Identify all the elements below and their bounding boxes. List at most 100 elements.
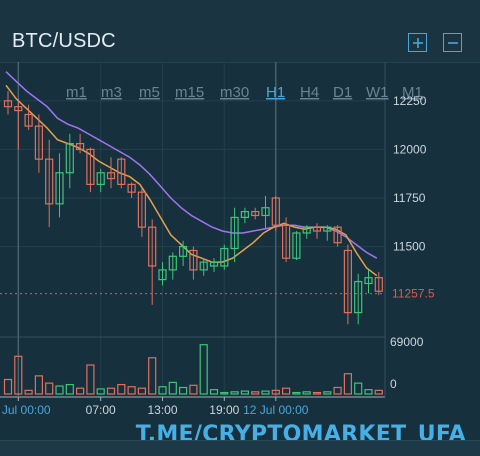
candle-body (209, 261, 219, 267)
candle-body (302, 226, 311, 234)
candle (106, 157, 116, 189)
candle (65, 133, 74, 189)
timeframe-m1[interactable]: m1 (66, 84, 87, 101)
candle (158, 262, 167, 286)
candle-body (55, 172, 64, 205)
ma-fast-line (5, 84, 378, 277)
candle (137, 188, 146, 237)
candle-body (343, 249, 352, 314)
candle-body (34, 125, 44, 160)
volume-tick-label: 0 (390, 377, 397, 391)
volume-bar (230, 391, 239, 395)
volume-bar (148, 357, 157, 395)
volume-bar (96, 388, 105, 395)
volume-bar (354, 382, 363, 395)
candle-body (364, 277, 373, 285)
candle (312, 223, 322, 239)
price-tick-label: 12250 (393, 94, 427, 108)
volume-bar (199, 344, 208, 395)
timeframe-m5[interactable]: m5 (139, 84, 160, 101)
candle-body (137, 191, 146, 228)
volume-bar (220, 391, 229, 395)
time-axis: 11 Jul 00:00 07:00 13:00 19:00 12 Jul 00:00 (0, 397, 309, 417)
volume-bar (14, 355, 23, 395)
timeframe-M1[interactable]: M1 (402, 84, 423, 101)
volume-bar (302, 391, 311, 395)
candle-body (168, 255, 177, 271)
candle-body (117, 158, 126, 186)
volume-bar (333, 386, 342, 395)
minus-square-icon (447, 41, 458, 44)
price-tick-label: 12000 (393, 142, 427, 156)
candle (45, 139, 54, 228)
candle-body (45, 158, 54, 205)
candle-body (106, 172, 116, 180)
candle (261, 196, 270, 230)
candle-body (96, 172, 105, 186)
price-chart[interactable]: m1 m3 m5 m15 m30 H1 H4 D1 W1 M1 12250 12000 11750 11… (0, 62, 480, 422)
candle-body (230, 216, 239, 250)
time-tick-label: 07:00 (86, 403, 116, 417)
volume-bar (343, 373, 352, 395)
candle-body (354, 280, 363, 314)
candle (323, 225, 332, 241)
volume-bar (3, 378, 13, 395)
volume-bar (179, 386, 188, 395)
candle (302, 225, 311, 239)
candle (230, 207, 239, 263)
volume-bar (127, 386, 136, 395)
timeframe-W1[interactable]: W1 (366, 84, 389, 101)
candle (34, 114, 44, 173)
volume-bar (292, 391, 301, 395)
volume-bar (312, 391, 322, 395)
candle (127, 182, 136, 198)
zoom-in-button[interactable] (408, 33, 427, 52)
candle (364, 269, 373, 294)
candle (240, 207, 249, 224)
volume-bar (189, 384, 198, 395)
candle-body (292, 232, 301, 259)
time-tick-label: 19:00 (209, 403, 239, 417)
candle-body (374, 277, 383, 292)
candle (220, 244, 229, 270)
candle-body (127, 183, 136, 193)
zoom-out-button[interactable] (443, 33, 462, 52)
price-tick-label: 11500 (393, 240, 426, 254)
candle (374, 271, 383, 296)
candle (14, 98, 23, 150)
volume-bar (34, 375, 44, 395)
candle-body (179, 245, 188, 257)
candle-body (312, 226, 322, 232)
volume-bar (55, 385, 64, 395)
candle-body (158, 269, 167, 281)
candle-body (261, 207, 270, 217)
volume-bar (240, 390, 249, 395)
timeframe-m3[interactable]: m3 (101, 84, 122, 101)
candle (24, 104, 33, 130)
volume-bar (364, 389, 373, 395)
volume-bar (271, 389, 280, 395)
timeframe-bar: m1 m3 m5 m15 m30 H1 H4 D1 W1 M1 (66, 84, 423, 101)
timeframe-m15[interactable]: m15 (175, 84, 204, 101)
candle-body (199, 261, 208, 271)
volume-bar (45, 382, 54, 395)
timeframe-H4[interactable]: H4 (300, 84, 319, 101)
candle (251, 207, 260, 220)
timeframe-m30[interactable]: m30 (220, 84, 249, 101)
candle (86, 147, 95, 193)
candle-body (3, 100, 13, 108)
candle (271, 196, 280, 232)
volume-tick-label: 69000 (390, 335, 424, 349)
volume-axis: 69000 0 (390, 335, 424, 391)
candle-body (251, 211, 260, 217)
time-tick-label: 11 Jul 00:00 (0, 403, 51, 417)
volume-bar (137, 387, 146, 395)
volume-bars (3, 344, 383, 395)
candle-body (24, 113, 33, 127)
volume-bar (282, 387, 291, 395)
timeframe-D1[interactable]: D1 (333, 84, 352, 101)
volume-bar (158, 386, 167, 395)
bottom-panel-edge (0, 440, 480, 456)
volume-bar (323, 391, 332, 395)
timeframe-H1[interactable]: H1 (266, 84, 285, 101)
